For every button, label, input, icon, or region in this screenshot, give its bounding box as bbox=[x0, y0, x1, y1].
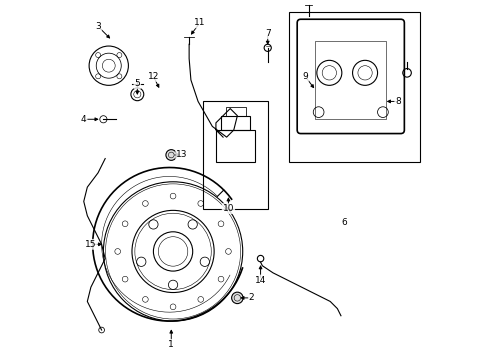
Text: 8: 8 bbox=[394, 97, 400, 106]
Text: 12: 12 bbox=[147, 72, 159, 81]
Text: 1: 1 bbox=[168, 340, 174, 349]
Text: 7: 7 bbox=[264, 29, 270, 38]
Text: 4: 4 bbox=[81, 115, 86, 124]
Bar bbox=[225, 107, 245, 116]
Bar bbox=[314, 41, 386, 119]
Text: 15: 15 bbox=[85, 240, 97, 249]
Text: 11: 11 bbox=[194, 18, 205, 27]
Text: 14: 14 bbox=[254, 275, 266, 284]
Circle shape bbox=[165, 150, 176, 160]
Text: 13: 13 bbox=[176, 150, 187, 159]
Bar bbox=[288, 12, 419, 162]
Text: 10: 10 bbox=[222, 204, 234, 213]
Bar bbox=[221, 116, 249, 130]
Circle shape bbox=[231, 292, 243, 303]
Text: 6: 6 bbox=[341, 219, 346, 228]
Text: 9: 9 bbox=[302, 72, 307, 81]
Text: 5: 5 bbox=[134, 79, 140, 88]
Bar bbox=[216, 130, 255, 162]
Bar bbox=[203, 102, 267, 208]
Text: 2: 2 bbox=[248, 293, 254, 302]
Text: 3: 3 bbox=[95, 22, 101, 31]
